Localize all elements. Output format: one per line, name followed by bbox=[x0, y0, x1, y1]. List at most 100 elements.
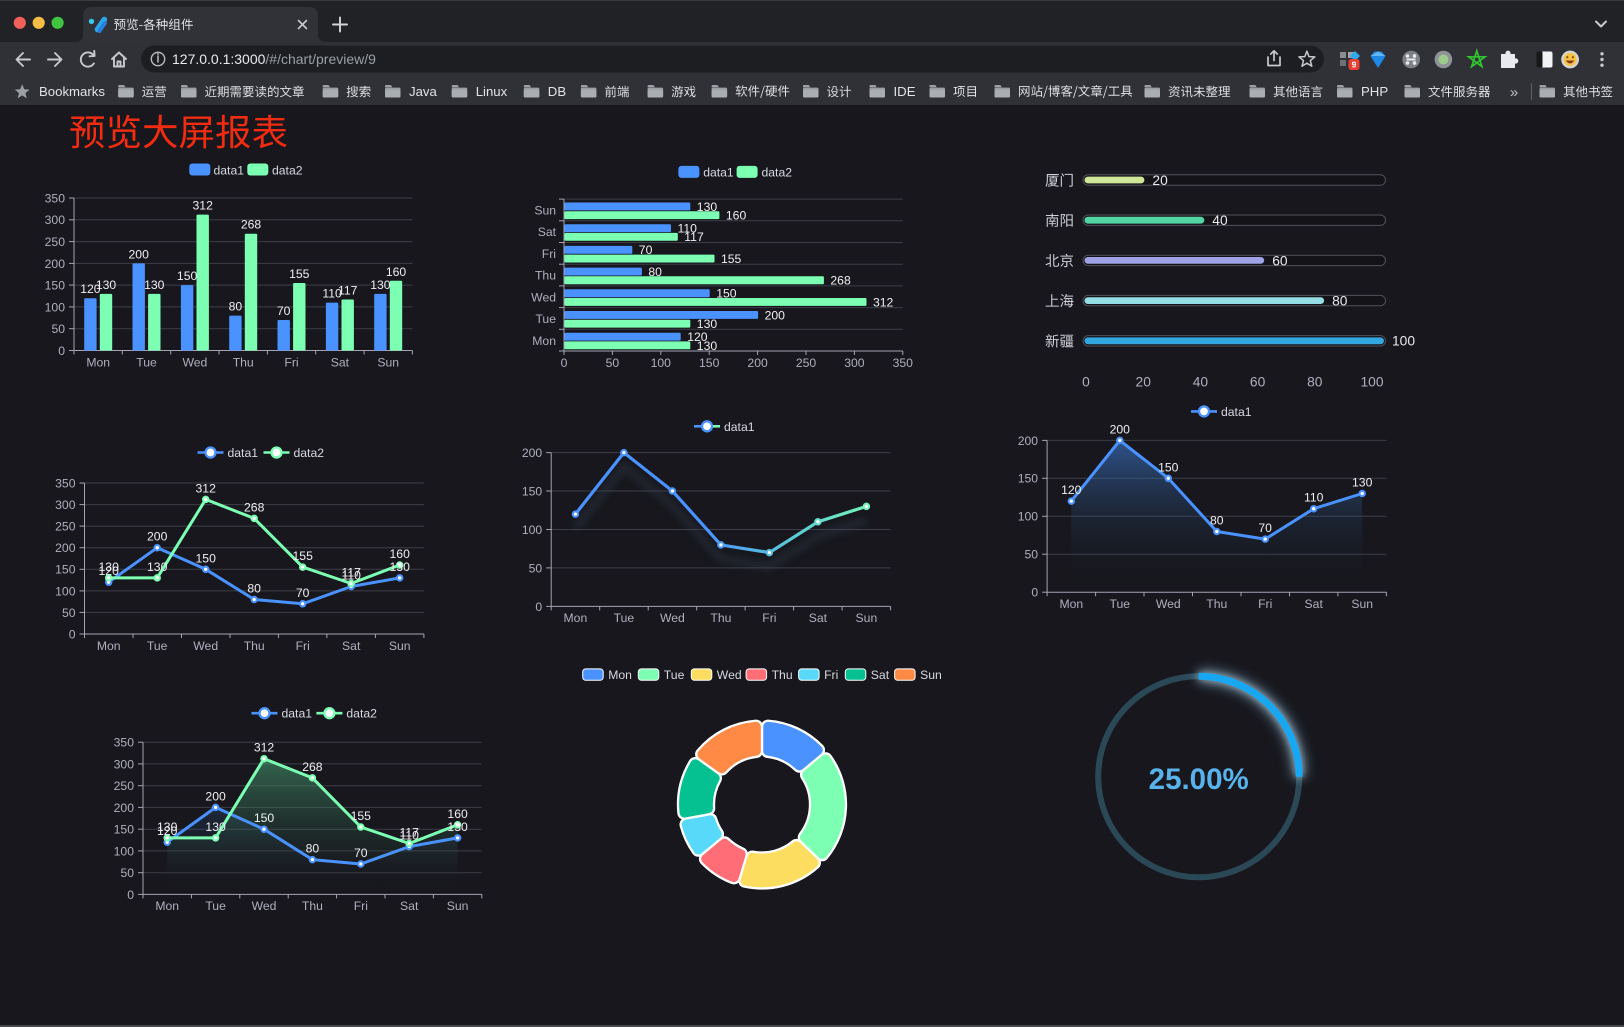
svg-text:50: 50 bbox=[120, 866, 134, 880]
svg-text:data2: data2 bbox=[762, 166, 793, 180]
svg-text:268: 268 bbox=[244, 500, 265, 514]
svg-text:0: 0 bbox=[1031, 586, 1038, 600]
svg-text:70: 70 bbox=[354, 846, 368, 860]
svg-text:Sun: Sun bbox=[1351, 597, 1373, 611]
svg-text:60: 60 bbox=[1250, 375, 1266, 390]
svg-text:data1: data1 bbox=[282, 707, 313, 721]
svg-text:130: 130 bbox=[99, 560, 120, 574]
svg-text:Wed: Wed bbox=[717, 668, 742, 682]
svg-text:Fri: Fri bbox=[284, 355, 298, 369]
svg-text:40: 40 bbox=[1212, 213, 1228, 228]
svg-text:data1: data1 bbox=[214, 163, 245, 177]
svg-text:Sat: Sat bbox=[809, 611, 828, 625]
svg-text:data2: data2 bbox=[272, 163, 303, 177]
svg-text:300: 300 bbox=[114, 757, 135, 771]
svg-text:Sat: Sat bbox=[871, 668, 890, 682]
svg-text:data1: data1 bbox=[703, 166, 734, 180]
svg-text:80: 80 bbox=[229, 300, 243, 314]
svg-text:25.00%: 25.00% bbox=[1149, 763, 1249, 796]
svg-text:0: 0 bbox=[561, 356, 568, 370]
svg-text:70: 70 bbox=[296, 586, 310, 600]
svg-text:Mon: Mon bbox=[608, 668, 632, 682]
svg-text:»: » bbox=[1510, 84, 1518, 101]
svg-text:268: 268 bbox=[302, 760, 323, 774]
svg-text:80: 80 bbox=[1210, 514, 1224, 528]
svg-text:268: 268 bbox=[830, 274, 851, 288]
svg-text:100: 100 bbox=[522, 523, 543, 537]
svg-text:Mon: Mon bbox=[86, 355, 110, 369]
svg-text:70: 70 bbox=[277, 304, 291, 318]
svg-text:0: 0 bbox=[69, 627, 76, 641]
svg-text:130: 130 bbox=[370, 278, 391, 292]
svg-text:150: 150 bbox=[254, 811, 275, 825]
svg-text:data2: data2 bbox=[294, 446, 325, 460]
svg-text:80: 80 bbox=[648, 265, 662, 279]
svg-text:20: 20 bbox=[1152, 173, 1168, 188]
svg-text:110: 110 bbox=[399, 829, 419, 843]
svg-text:60: 60 bbox=[1272, 253, 1288, 268]
svg-text:130: 130 bbox=[390, 560, 411, 574]
svg-text:250: 250 bbox=[796, 356, 817, 370]
svg-text:data2: data2 bbox=[346, 707, 377, 721]
svg-text:50: 50 bbox=[51, 322, 65, 336]
svg-text:Tue: Tue bbox=[664, 668, 685, 682]
svg-text:150: 150 bbox=[1158, 460, 1179, 474]
svg-text:127.0.0.1:3000/#/chart/preview: 127.0.0.1:3000/#/chart/preview/9 bbox=[172, 51, 376, 67]
svg-text:100: 100 bbox=[114, 844, 135, 858]
svg-text:Thu: Thu bbox=[1206, 597, 1227, 611]
svg-text:Thu: Thu bbox=[710, 611, 731, 625]
svg-text:200: 200 bbox=[1018, 434, 1039, 448]
svg-text:150: 150 bbox=[114, 823, 135, 837]
svg-text:Wed: Wed bbox=[660, 611, 685, 625]
svg-text:0: 0 bbox=[1082, 375, 1090, 390]
svg-text:Thu: Thu bbox=[244, 639, 265, 653]
svg-text:Fri: Fri bbox=[762, 611, 776, 625]
svg-text:120: 120 bbox=[99, 564, 120, 578]
svg-text:Fri: Fri bbox=[354, 899, 368, 913]
svg-text:300: 300 bbox=[45, 213, 66, 227]
svg-text:Wed: Wed bbox=[252, 899, 277, 913]
svg-text:Wed: Wed bbox=[531, 290, 556, 304]
svg-text:130: 130 bbox=[96, 278, 117, 292]
svg-text:Tue: Tue bbox=[147, 639, 168, 653]
svg-text:100: 100 bbox=[55, 584, 76, 598]
svg-text:Thu: Thu bbox=[233, 355, 254, 369]
svg-text:150: 150 bbox=[177, 269, 198, 283]
svg-text:110: 110 bbox=[322, 287, 342, 301]
svg-text:250: 250 bbox=[114, 779, 135, 793]
svg-text:110: 110 bbox=[678, 222, 698, 236]
svg-text:130: 130 bbox=[147, 560, 168, 574]
svg-text:250: 250 bbox=[55, 520, 76, 534]
svg-text:80: 80 bbox=[1307, 375, 1323, 390]
svg-text:350: 350 bbox=[893, 356, 914, 370]
svg-text:Sat: Sat bbox=[342, 639, 361, 653]
svg-text:312: 312 bbox=[873, 295, 894, 309]
svg-text:70: 70 bbox=[1258, 521, 1272, 535]
svg-text:130: 130 bbox=[1352, 476, 1373, 490]
svg-text:130: 130 bbox=[697, 200, 718, 214]
svg-text:200: 200 bbox=[765, 308, 786, 322]
svg-text:150: 150 bbox=[45, 279, 66, 293]
svg-text:110: 110 bbox=[341, 569, 361, 583]
svg-text:200: 200 bbox=[747, 356, 768, 370]
svg-text:160: 160 bbox=[726, 209, 747, 223]
svg-text:312: 312 bbox=[254, 741, 275, 755]
svg-text:100: 100 bbox=[45, 300, 66, 314]
svg-text:130: 130 bbox=[157, 820, 178, 834]
svg-text:Sun: Sun bbox=[920, 668, 942, 682]
svg-text:data1: data1 bbox=[724, 420, 755, 434]
svg-text:120: 120 bbox=[80, 282, 101, 296]
svg-text:117: 117 bbox=[341, 566, 361, 580]
svg-text:300: 300 bbox=[55, 498, 76, 512]
svg-text:Sat: Sat bbox=[1305, 597, 1324, 611]
svg-text:150: 150 bbox=[716, 287, 737, 301]
svg-text:0: 0 bbox=[535, 600, 542, 614]
svg-text:Fri: Fri bbox=[542, 247, 556, 261]
svg-text:Mon: Mon bbox=[155, 899, 179, 913]
svg-text:50: 50 bbox=[606, 356, 620, 370]
svg-text:Bookmarks: Bookmarks bbox=[39, 84, 105, 99]
svg-text:50: 50 bbox=[62, 606, 76, 620]
svg-text:268: 268 bbox=[241, 218, 262, 232]
svg-text:Fri: Fri bbox=[1258, 597, 1272, 611]
svg-text:200: 200 bbox=[45, 257, 66, 271]
